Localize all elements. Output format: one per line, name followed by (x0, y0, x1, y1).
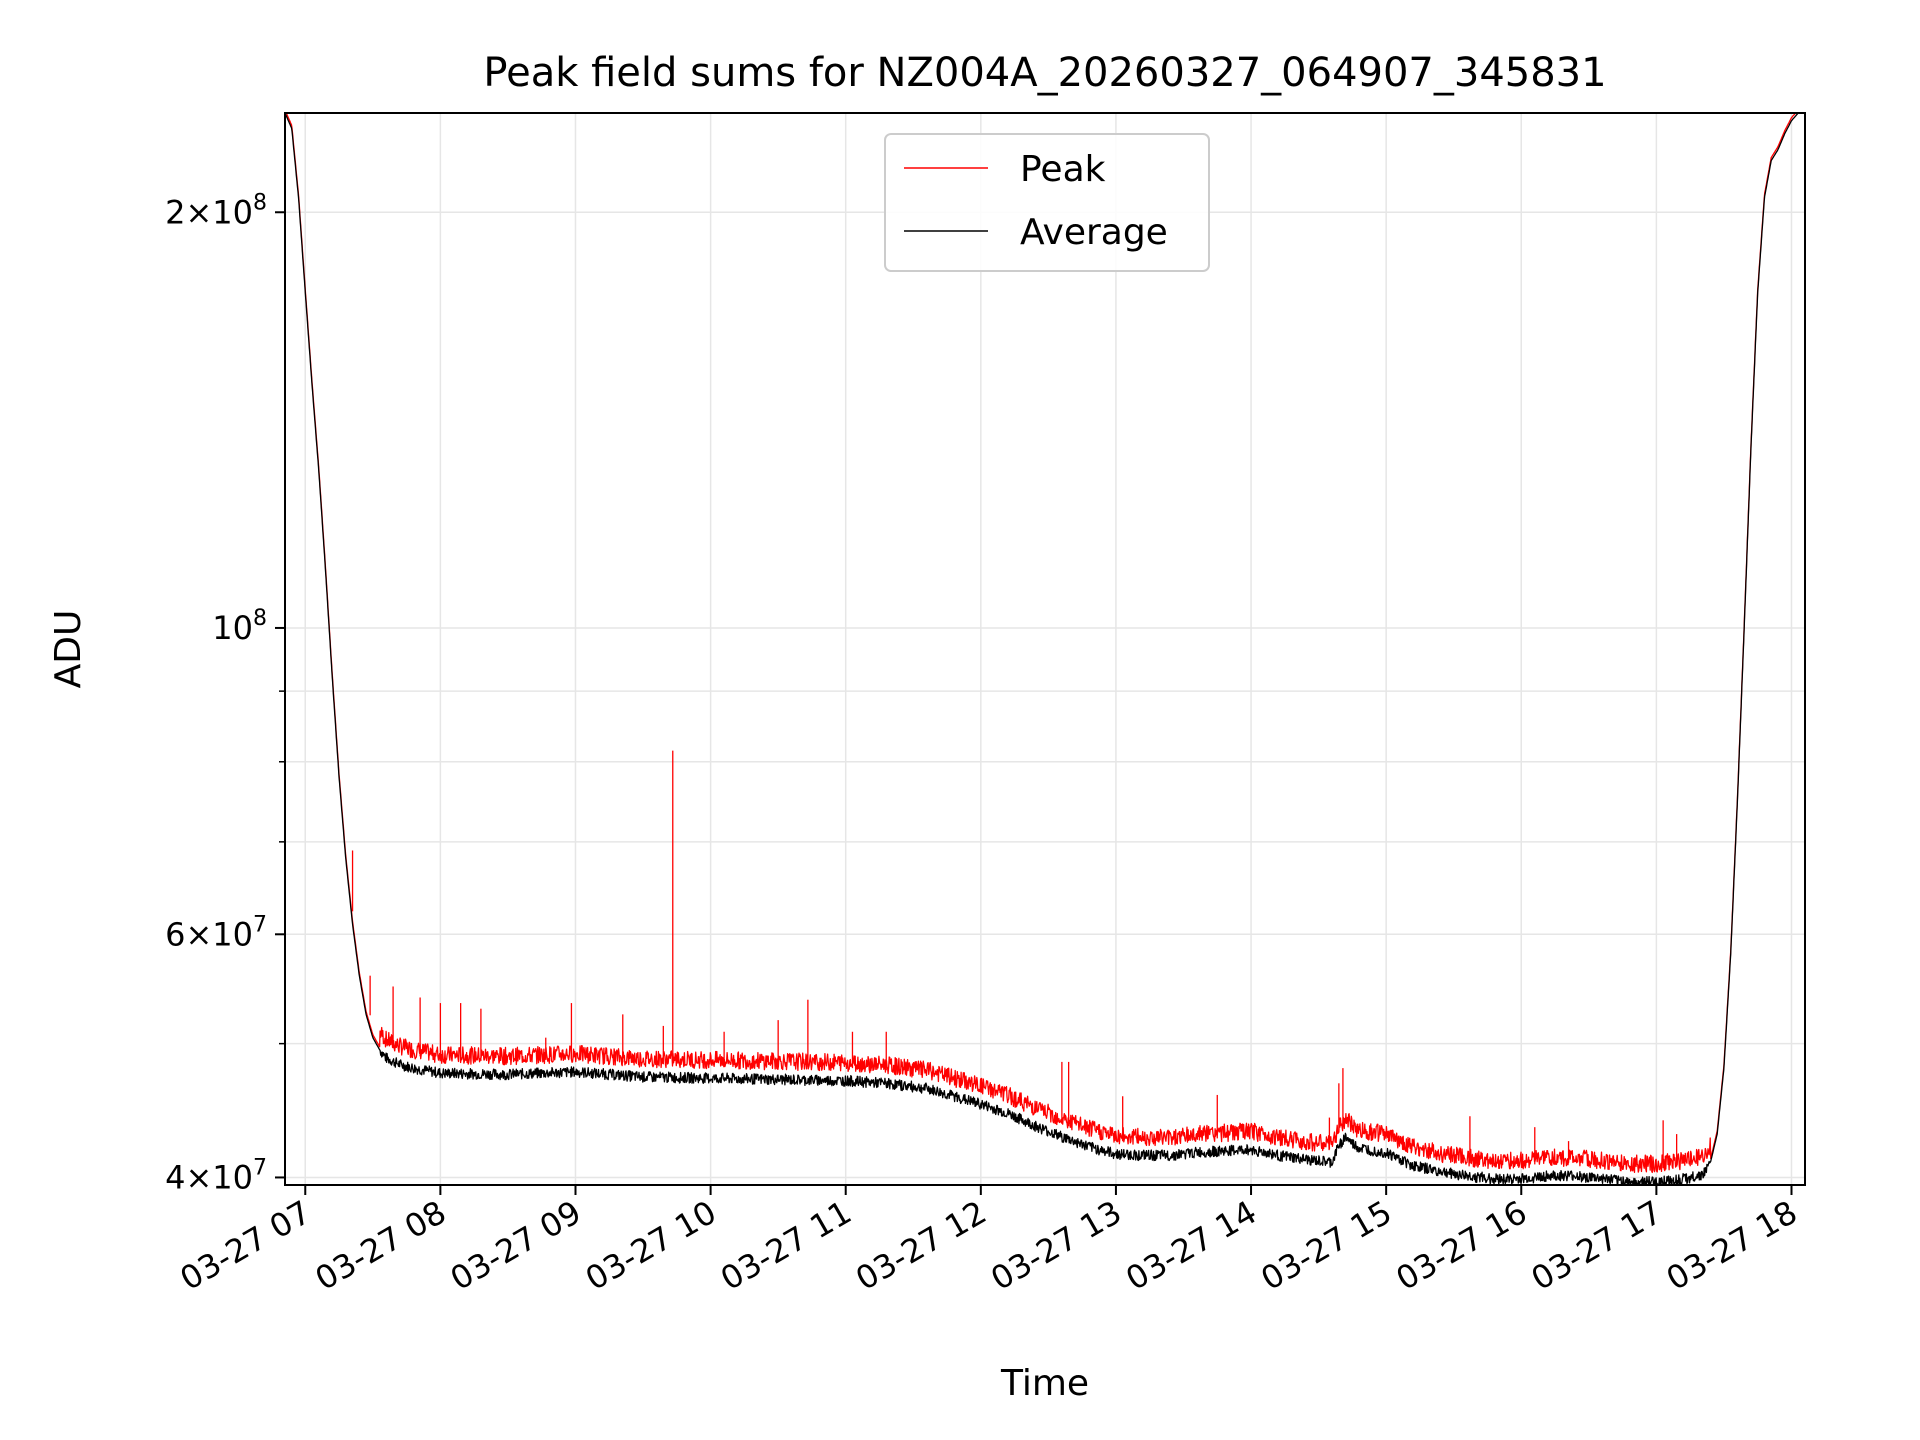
legend-label-peak: Peak (1020, 149, 1106, 190)
legend: Peak Average (884, 133, 1210, 272)
chart-title: Peak field sums for NZ004A_20260327_0649… (483, 50, 1606, 96)
x-axis-label: Time (1000, 1363, 1089, 1404)
y-tick-label: 4×107 (165, 1155, 267, 1196)
y-axis: 4×107 6×107 108 2×108 (165, 190, 285, 1196)
series-average-line (285, 113, 1805, 1185)
y-tick-label: 6×107 (165, 912, 267, 953)
legend-label-average: Average (1020, 212, 1168, 253)
y-tick-label: 108 (212, 606, 267, 647)
y-axis-label: ADU (48, 610, 89, 689)
grid (285, 113, 1805, 1185)
y-tick-label: 2×108 (165, 190, 267, 231)
plot-frame (284, 112, 1806, 1186)
series-peak-line (285, 113, 1797, 1174)
series-layer (285, 113, 1805, 1185)
